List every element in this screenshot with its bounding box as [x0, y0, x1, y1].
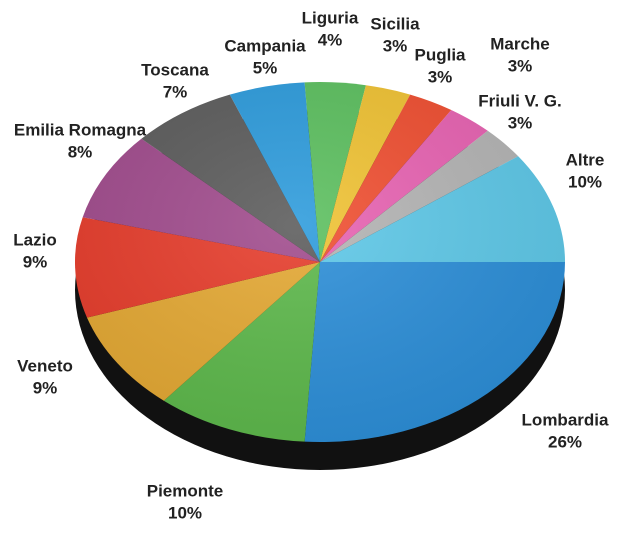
slice-label: Emilia Romagna: [14, 120, 147, 139]
slice-label: Friuli V. G.: [478, 91, 561, 110]
slice-label: Puglia: [414, 45, 466, 64]
slice-value: 26%: [548, 432, 582, 451]
slice-label: Sicilia: [370, 14, 420, 33]
slice-value: 3%: [383, 36, 408, 55]
slice-label: Piemonte: [147, 481, 224, 500]
slice-label: Campania: [224, 36, 306, 55]
pie-shade: [75, 82, 565, 442]
slice-value: 10%: [168, 503, 202, 522]
slice-label: Lazio: [13, 230, 56, 249]
slice-value: 5%: [253, 58, 278, 77]
slice-value: 4%: [318, 30, 343, 49]
slice-value: 10%: [568, 172, 602, 191]
slice-label: Toscana: [141, 60, 209, 79]
slice-value: 7%: [163, 82, 188, 101]
slice-label: Altre: [566, 150, 605, 169]
slice-value: 3%: [508, 113, 533, 132]
slice-value: 8%: [68, 142, 93, 161]
slice-value: 3%: [508, 56, 533, 75]
slice-label: Lombardia: [522, 410, 609, 429]
slice-value: 9%: [23, 252, 48, 271]
slice-label: Marche: [490, 34, 550, 53]
slice-value: 9%: [33, 378, 58, 397]
slice-label: Veneto: [17, 356, 73, 375]
slice-value: 3%: [428, 67, 453, 86]
slice-label: Liguria: [302, 8, 359, 27]
